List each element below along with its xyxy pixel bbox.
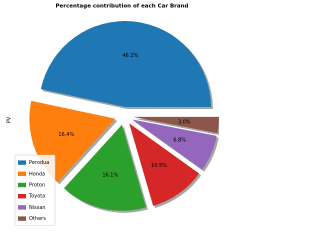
legend-label: Honda	[29, 171, 45, 177]
chart-title: Percentage contribution of each Car Bran…	[56, 4, 189, 10]
legend-swatch	[18, 205, 26, 210]
slice-label: 16.1%	[102, 173, 118, 179]
slice-label: 3.0%	[178, 119, 191, 125]
slice-label: 6.8%	[173, 137, 186, 143]
legend-label: Perodua	[29, 160, 49, 166]
legend-label: Toyota	[28, 194, 45, 200]
slice-label: 46.2%	[122, 53, 138, 59]
chart: Percentage contribution of each Car Bran…	[7, 4, 219, 226]
y-axis-label: PV	[7, 116, 13, 123]
slice	[64, 124, 146, 211]
slice-label: 10.5%	[151, 163, 167, 169]
slice	[132, 116, 219, 134]
slice	[129, 123, 200, 206]
legend-swatch	[18, 194, 26, 199]
legend-swatch	[18, 216, 26, 221]
legend-label: Others	[29, 216, 46, 222]
slice	[132, 119, 217, 170]
slice-label: 16.4%	[58, 132, 74, 138]
legend-swatch	[18, 160, 26, 165]
legend-label: Proton	[29, 183, 45, 189]
legend-swatch	[18, 171, 26, 176]
slice	[40, 21, 211, 108]
legend-label: Nissan	[29, 205, 46, 211]
legend-swatch	[18, 182, 26, 188]
